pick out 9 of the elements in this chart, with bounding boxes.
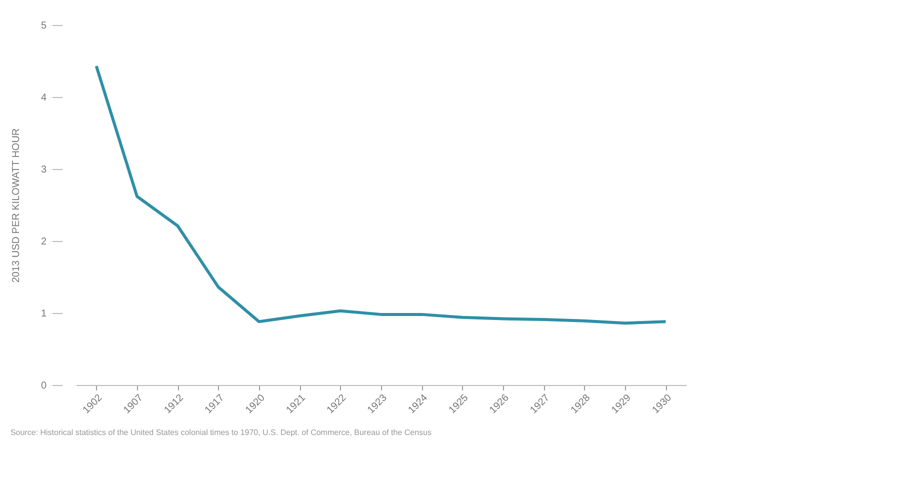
y-tick-label: 0 [40,380,47,392]
y-tick-label: 5 [40,20,47,32]
y-tick-label: 4 [40,92,47,104]
line-series [94,64,668,325]
y-tick-label: 2 [40,236,47,248]
y-axis-title: 2013 USD PER KILOWATT HOUR [10,128,22,283]
y-tick-label: 1 [40,308,47,320]
source-note: Source: Historical statistics of the United States colonial times to 1970, U.S. Dept. of Commerce, Bureau of the Census [10,428,432,437]
y-tick-label: 3 [40,164,47,176]
